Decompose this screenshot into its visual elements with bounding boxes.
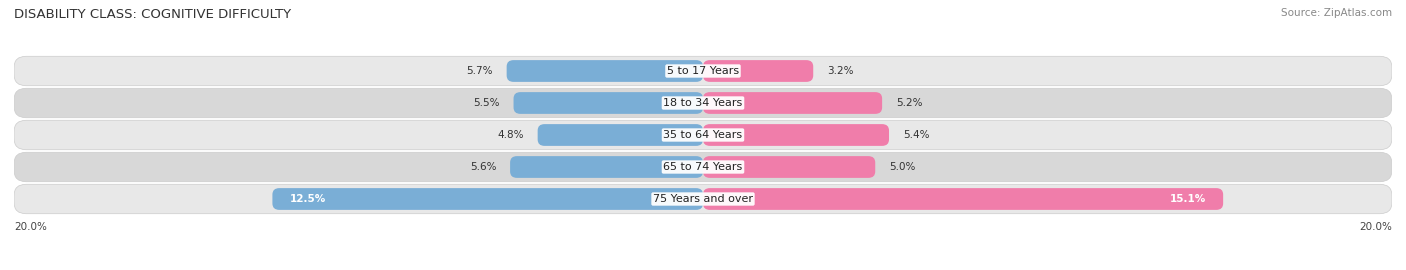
Text: 5.7%: 5.7%	[467, 66, 494, 76]
FancyBboxPatch shape	[273, 188, 703, 210]
FancyBboxPatch shape	[510, 156, 703, 178]
Text: 65 to 74 Years: 65 to 74 Years	[664, 162, 742, 172]
Text: 5.5%: 5.5%	[474, 98, 499, 108]
Text: DISABILITY CLASS: COGNITIVE DIFFICULTY: DISABILITY CLASS: COGNITIVE DIFFICULTY	[14, 8, 291, 21]
FancyBboxPatch shape	[513, 92, 703, 114]
Text: 15.1%: 15.1%	[1170, 194, 1206, 204]
Text: 5.4%: 5.4%	[903, 130, 929, 140]
FancyBboxPatch shape	[14, 152, 1392, 182]
Text: 35 to 64 Years: 35 to 64 Years	[664, 130, 742, 140]
Text: 5.6%: 5.6%	[470, 162, 496, 172]
Text: 20.0%: 20.0%	[1360, 222, 1392, 232]
FancyBboxPatch shape	[537, 124, 703, 146]
FancyBboxPatch shape	[703, 124, 889, 146]
FancyBboxPatch shape	[14, 120, 1392, 150]
Text: 4.8%: 4.8%	[498, 130, 524, 140]
Text: 3.2%: 3.2%	[827, 66, 853, 76]
Text: 20.0%: 20.0%	[14, 222, 46, 232]
FancyBboxPatch shape	[703, 188, 1223, 210]
FancyBboxPatch shape	[14, 88, 1392, 118]
Text: 5 to 17 Years: 5 to 17 Years	[666, 66, 740, 76]
Text: 18 to 34 Years: 18 to 34 Years	[664, 98, 742, 108]
Text: 12.5%: 12.5%	[290, 194, 326, 204]
FancyBboxPatch shape	[14, 56, 1392, 86]
Text: 75 Years and over: 75 Years and over	[652, 194, 754, 204]
FancyBboxPatch shape	[703, 92, 882, 114]
Text: Source: ZipAtlas.com: Source: ZipAtlas.com	[1281, 8, 1392, 18]
FancyBboxPatch shape	[703, 60, 813, 82]
FancyBboxPatch shape	[506, 60, 703, 82]
Text: 5.2%: 5.2%	[896, 98, 922, 108]
Text: 5.0%: 5.0%	[889, 162, 915, 172]
FancyBboxPatch shape	[703, 156, 875, 178]
FancyBboxPatch shape	[14, 184, 1392, 214]
